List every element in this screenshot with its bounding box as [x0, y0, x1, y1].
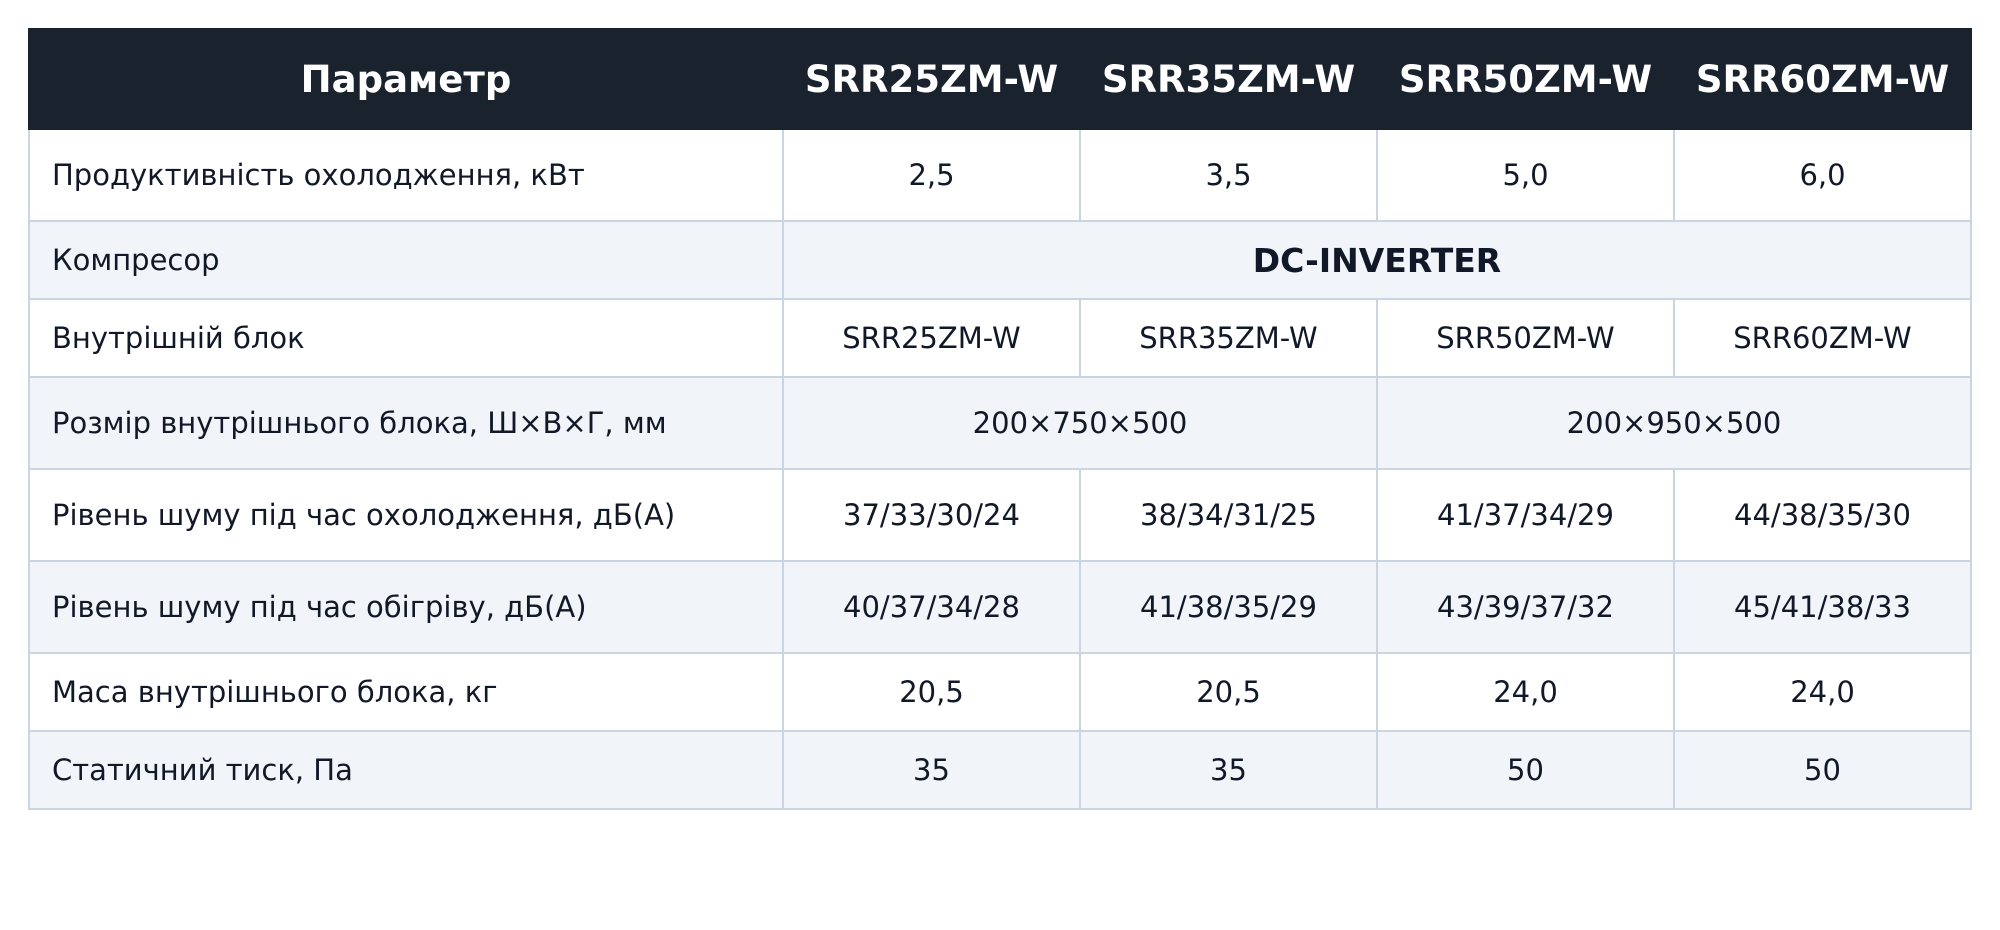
value-cell: 43/39/37/32	[1376, 560, 1675, 654]
header-model: SRR25ZM-W	[782, 28, 1081, 130]
value-cell: 37/33/30/24	[782, 468, 1081, 562]
value-cell: 200×750×500	[782, 376, 1378, 470]
table-row: Внутрішній блок SRR25ZM-W SRR35ZM-W SRR50ZM…	[28, 298, 1972, 378]
value-cell: 6,0	[1673, 128, 1972, 222]
value-cell: SRR60ZM-W	[1673, 298, 1972, 378]
table-row: Маса внутрішнього блока, кг 20,5 20,5 24,0 2…	[28, 652, 1972, 732]
value-cell: 24,0	[1376, 652, 1675, 732]
value-cell: 35	[1079, 730, 1378, 810]
header-model: SRR50ZM-W	[1376, 28, 1675, 130]
table-row: Рівень шуму під час охолодження, дБ(А) 37…	[28, 468, 1972, 562]
table-row: Розмір внутрішнього блока, Ш×В×Г, мм 200×…	[28, 376, 1972, 470]
value-cell: 50	[1673, 730, 1972, 810]
value-cell: 20,5	[782, 652, 1081, 732]
value-cell: 38/34/31/25	[1079, 468, 1378, 562]
value-cell: DC-INVERTER	[782, 220, 1972, 300]
value-cell: 2,5	[782, 128, 1081, 222]
table-row: Продуктивність охолодження, кВт 2,5 3,5 5,0…	[28, 128, 1972, 222]
header-model: SRR35ZM-W	[1079, 28, 1378, 130]
value-cell: 3,5	[1079, 128, 1378, 222]
param-cell: Внутрішній блок	[28, 298, 784, 378]
value-cell: 200×950×500	[1376, 376, 1972, 470]
value-cell: SRR50ZM-W	[1376, 298, 1675, 378]
spec-table: Параметр SRR25ZM-W SRR35ZM-W SRR50ZM-W SRR60…	[28, 28, 1972, 810]
param-cell: Рівень шуму під час охолодження, дБ(А)	[28, 468, 784, 562]
value-cell: 50	[1376, 730, 1675, 810]
table-row: Рівень шуму під час обігріву, дБ(А) 40/37…	[28, 560, 1972, 654]
value-cell: 24,0	[1673, 652, 1972, 732]
value-cell: 40/37/34/28	[782, 560, 1081, 654]
table-row: Статичний тиск, Па 35 35 50 50	[28, 730, 1972, 810]
value-cell: 41/37/34/29	[1376, 468, 1675, 562]
value-cell: 20,5	[1079, 652, 1378, 732]
value-cell: 41/38/35/29	[1079, 560, 1378, 654]
param-cell: Маса внутрішнього блока, кг	[28, 652, 784, 732]
value-cell: 5,0	[1376, 128, 1675, 222]
value-cell: 35	[782, 730, 1081, 810]
table-row: Компресор DC-INVERTER	[28, 220, 1972, 300]
value-cell: SRR35ZM-W	[1079, 298, 1378, 378]
header-model: SRR60ZM-W	[1673, 28, 1972, 130]
header-param: Параметр	[28, 28, 784, 130]
value-cell: 45/41/38/33	[1673, 560, 1972, 654]
value-cell: 44/38/35/30	[1673, 468, 1972, 562]
param-cell: Рівень шуму під час обігріву, дБ(А)	[28, 560, 784, 654]
header-row: Параметр SRR25ZM-W SRR35ZM-W SRR50ZM-W SRR60…	[28, 28, 1972, 130]
param-cell: Розмір внутрішнього блока, Ш×В×Г, мм	[28, 376, 784, 470]
param-cell: Статичний тиск, Па	[28, 730, 784, 810]
value-cell: SRR25ZM-W	[782, 298, 1081, 378]
param-cell: Продуктивність охолодження, кВт	[28, 128, 784, 222]
param-cell: Компресор	[28, 220, 784, 300]
